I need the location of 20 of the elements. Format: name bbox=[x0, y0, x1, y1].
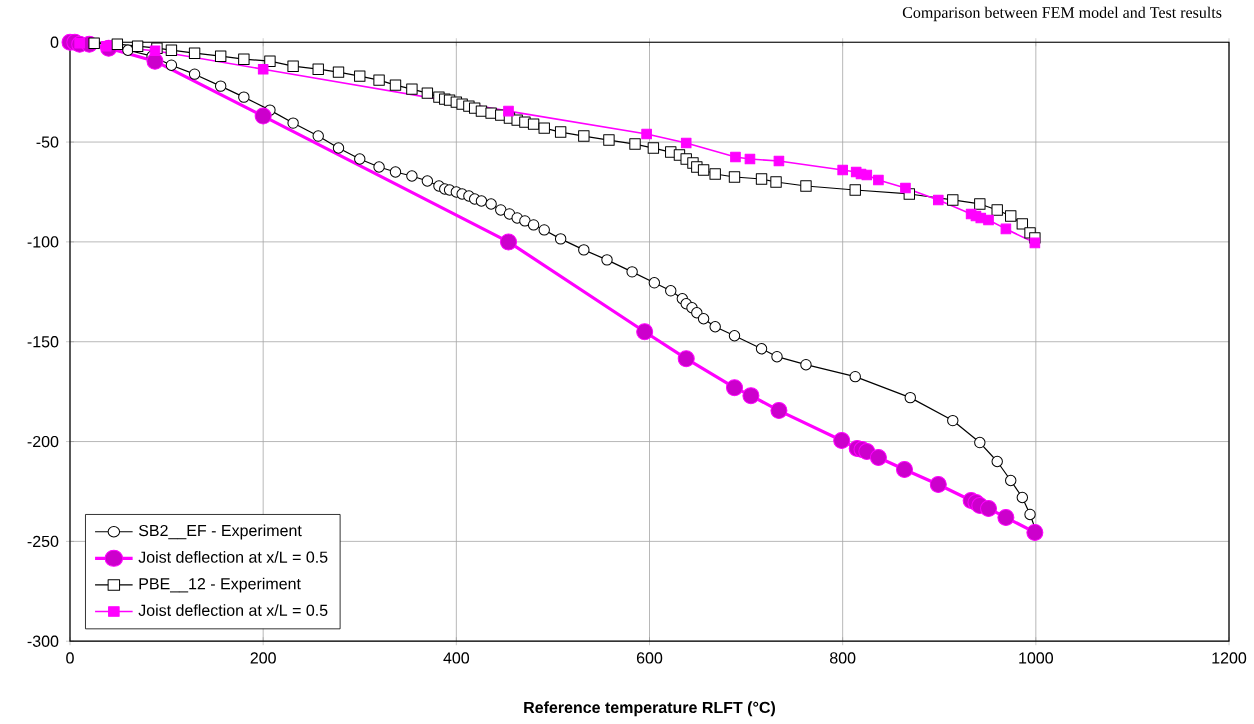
x-tick-label: 0 bbox=[66, 652, 74, 664]
x-tick-label: 800 bbox=[830, 652, 856, 664]
y-tick-label: -200 bbox=[27, 435, 59, 448]
legend-label: SB2__EF - Experiment bbox=[138, 524, 302, 540]
legend-label: Joist deflection at x/L = 0.5 bbox=[138, 550, 328, 563]
chart-title: Comparison between FEM model and Test results bbox=[902, 6, 1222, 22]
legend-label: Joist deflection at x/L = 0.5 bbox=[138, 604, 328, 616]
legend-label: PBE__12 - Experiment bbox=[139, 577, 301, 593]
y-tick-label: -150 bbox=[27, 335, 59, 348]
x-tick-label: 600 bbox=[636, 652, 663, 664]
x-tick-label: 1000 bbox=[1019, 652, 1054, 664]
x-axis-title: Reference temperature RLFT (°C) bbox=[524, 701, 775, 717]
x-tick-label: 200 bbox=[250, 652, 276, 664]
y-tick-label: 0 bbox=[50, 36, 59, 48]
y-tick-label: -250 bbox=[27, 535, 59, 547]
y-tick-label: -50 bbox=[36, 136, 59, 148]
x-tick-label: 1200 bbox=[1212, 652, 1247, 664]
x-tick-label: 400 bbox=[443, 652, 470, 664]
y-tick-label: -300 bbox=[27, 635, 59, 647]
y-tick-label: -100 bbox=[27, 236, 59, 248]
